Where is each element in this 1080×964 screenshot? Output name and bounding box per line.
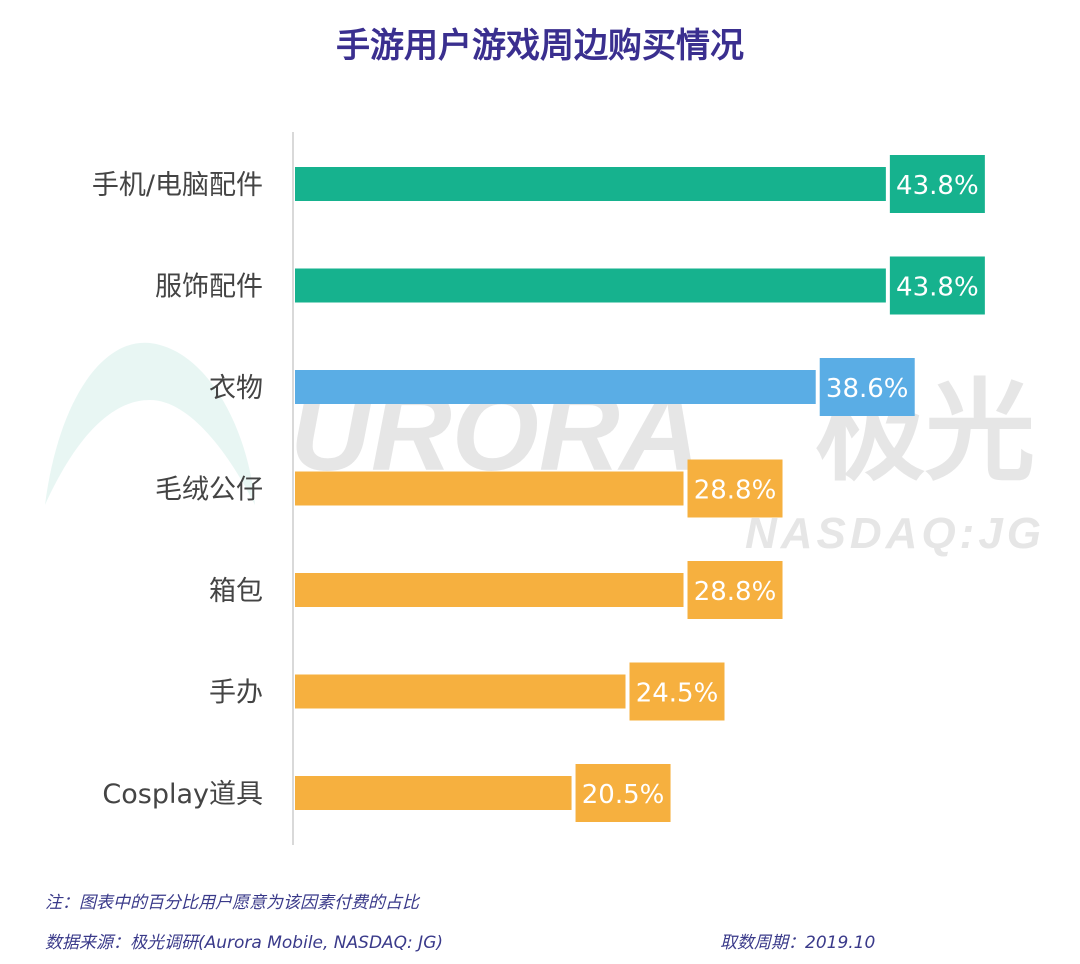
- aurora-logo-icon: [45, 342, 255, 505]
- category-label: 手办: [209, 678, 263, 709]
- chart-title: 手游用户游戏周边购买情况: [336, 26, 744, 66]
- value-label: 20.5%: [582, 780, 665, 810]
- value-label: 28.8%: [694, 476, 777, 506]
- value-label: 24.5%: [636, 679, 719, 709]
- bars-group: 手机/电脑配件 43.8% 服饰配件 43.8% 衣物 38.6% 毛绒公仔 28.8% 箱包 2…: [92, 155, 985, 822]
- value-label: 38.6%: [826, 374, 909, 404]
- bar: [295, 471, 684, 506]
- bar: [295, 674, 626, 709]
- watermark-ticker: NASDAQ:JG: [745, 509, 1045, 558]
- value-label-box: [819, 358, 915, 416]
- value-label-box: [889, 155, 985, 213]
- value-label-box: [629, 662, 725, 721]
- bar: [295, 268, 886, 303]
- category-label: 箱包: [209, 576, 263, 607]
- data-period: 取数周期：2019.10: [720, 933, 876, 953]
- category-label: 衣物: [209, 373, 263, 404]
- value-label: 43.8%: [896, 171, 979, 201]
- value-label-box: [687, 459, 783, 518]
- bar: [295, 573, 684, 607]
- data-source: 数据来源：极光调研(Aurora Mobile, NASDAQ: JG): [45, 933, 443, 953]
- value-label: 28.8%: [694, 577, 777, 607]
- bar: [295, 776, 572, 810]
- category-label: 服饰配件: [155, 272, 263, 303]
- value-label-box: [575, 764, 671, 822]
- footnote: 注：图表中的百分比用户愿意为该因素付费的占比: [45, 893, 419, 913]
- bar: [295, 167, 886, 201]
- value-label-box: [889, 256, 985, 315]
- value-label-box: [687, 561, 783, 619]
- category-label: 毛绒公仔: [155, 475, 263, 506]
- value-label: 43.8%: [896, 273, 979, 303]
- bar: [295, 370, 816, 404]
- category-label: 手机/电脑配件: [92, 170, 263, 201]
- category-label: Cosplay道具: [102, 779, 263, 810]
